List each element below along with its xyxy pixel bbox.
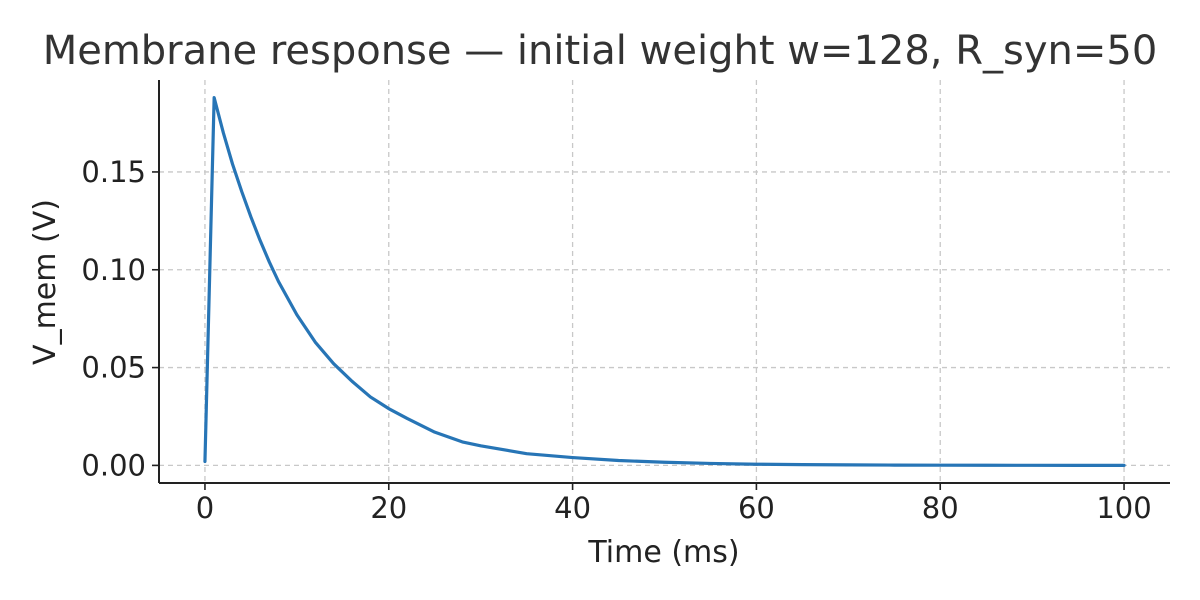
x-tick-label: 0 xyxy=(196,491,214,525)
y-tick-label: 0.00 xyxy=(81,448,146,482)
tick-labels: 0 20 40 60 80 100 0.00 0.05 0.10 0.15 xyxy=(81,155,1151,525)
x-tick-label: 80 xyxy=(922,491,959,525)
series-line xyxy=(203,96,1126,467)
x-tick-label: 20 xyxy=(370,491,407,525)
x-tick-label: 100 xyxy=(1096,491,1151,525)
series-layer xyxy=(203,96,1126,467)
x-axis-label: Time (ms) xyxy=(587,535,739,570)
y-tick-label: 0.10 xyxy=(81,253,146,287)
x-tick-label: 60 xyxy=(738,491,775,525)
y-tick-label: 0.15 xyxy=(81,155,146,189)
y-tick-label: 0.05 xyxy=(81,351,146,385)
x-tick-label: 40 xyxy=(554,491,591,525)
axes xyxy=(158,80,1170,484)
y-axis-label: V_mem (V) xyxy=(28,199,63,365)
grid xyxy=(159,80,1170,483)
chart-title: Membrane response — initial weight w=128… xyxy=(43,28,1158,74)
